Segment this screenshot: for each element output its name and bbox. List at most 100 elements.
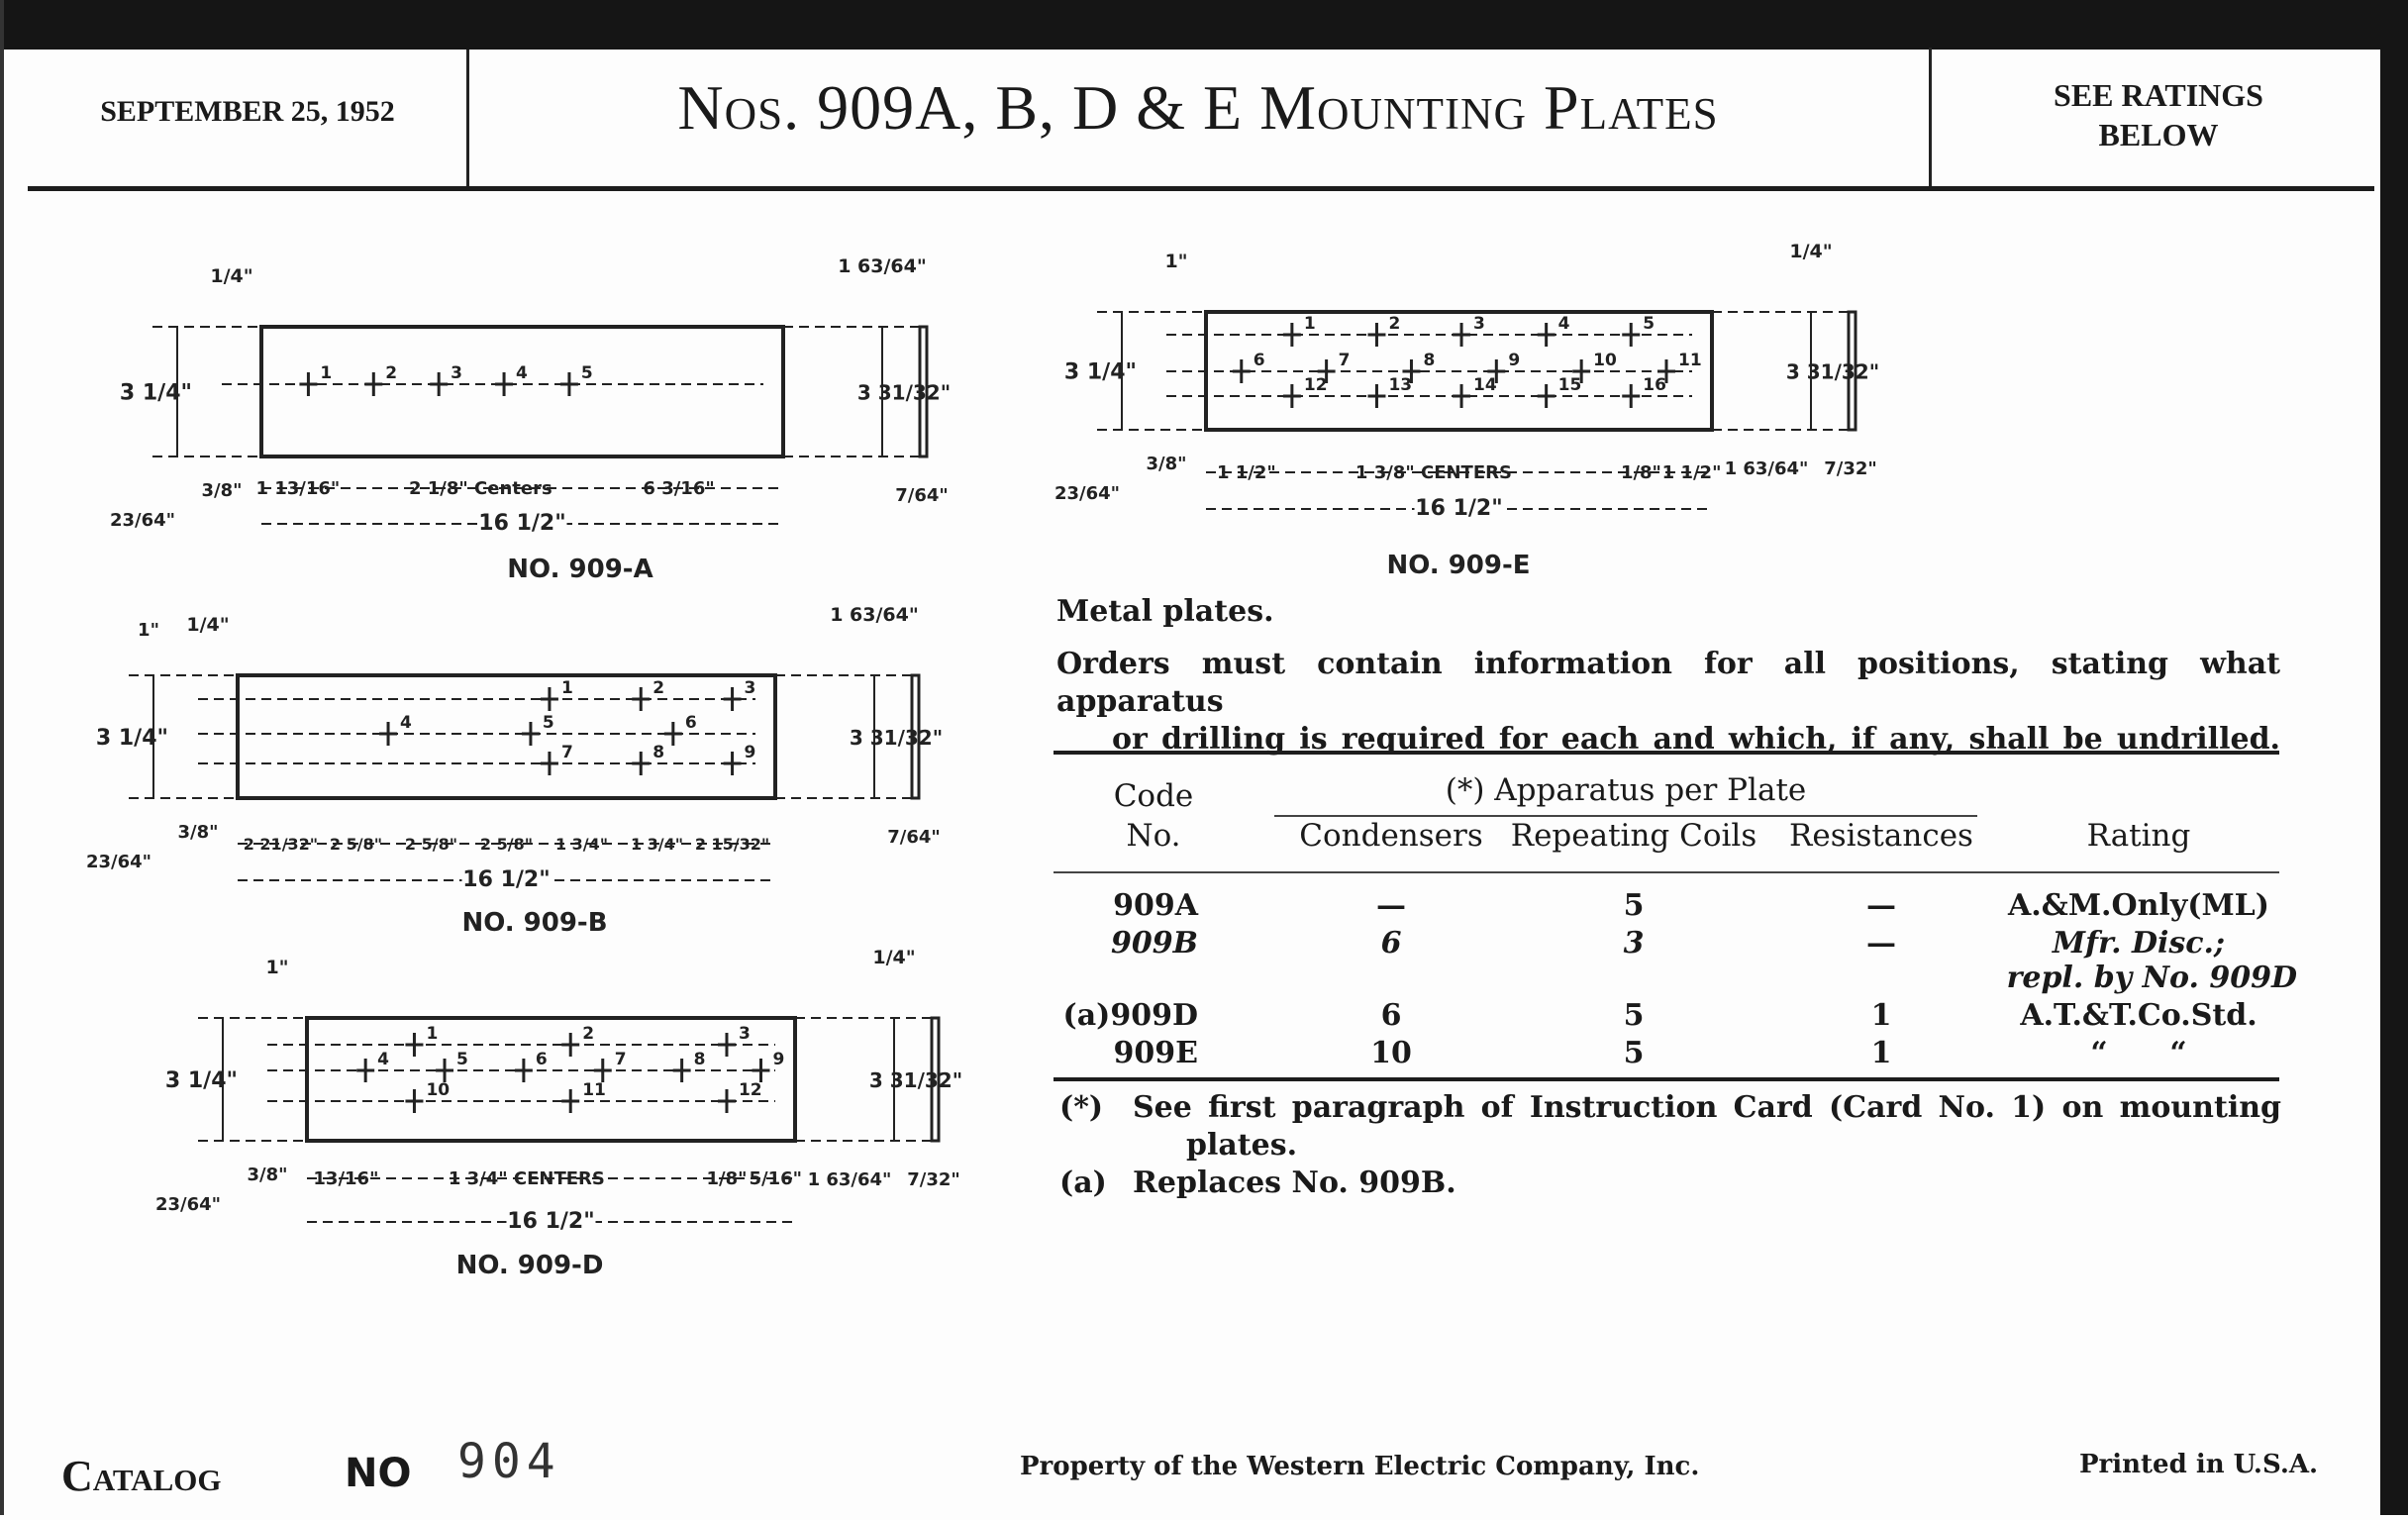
cell-condensers: — [1376, 888, 1406, 923]
dimension-right-height: 3 31/32" [850, 726, 943, 750]
hole-number: 5 [456, 1050, 468, 1069]
dimension-top-left: 1/4" [186, 614, 229, 636]
ratings-note: SEE RATINGS BELOW [1941, 75, 2376, 154]
header-condensers: Condensers [1299, 818, 1483, 854]
drawing-caption: NO. 909-A [507, 555, 652, 584]
dimension-extra: 1 63/64" [1725, 458, 1809, 479]
dimension-extra: 1 63/64" [808, 1169, 892, 1190]
table-top-rule [1054, 751, 2279, 755]
cell-repeating-coils: 5 [1623, 998, 1645, 1033]
dimension-top-left: 1/4" [210, 265, 252, 287]
dimension-overall: 16 1/2" [507, 1209, 594, 1234]
hole-number: 4 [377, 1050, 389, 1069]
hole-number: 3 [451, 363, 462, 383]
dimension-thickness: 7/64" [887, 827, 941, 848]
dimension-right-height: 3 31/32" [857, 381, 951, 405]
hole-number: 9 [772, 1050, 784, 1069]
dimension-right-height: 3 31/32" [869, 1068, 962, 1092]
overall-label-bg [506, 1202, 596, 1232]
hole-number: 8 [1423, 351, 1435, 370]
cell-repeating-coils: 5 [1623, 1036, 1645, 1070]
note-star-line1: See first paragraph of Instruction Card … [1133, 1090, 2281, 1125]
cell-resistances: 1 [1870, 998, 1892, 1033]
property-notice: Property of the Western Electric Company… [1020, 1452, 1700, 1481]
hole-number: 7 [561, 743, 573, 762]
end-view [1847, 310, 1857, 432]
dimension-left-bottom: 23/64" [86, 852, 151, 872]
hole-number: 1 [320, 363, 332, 383]
dimension-right-top: 1/4" [872, 947, 915, 968]
cell-rating-line2: repl. by No. 909D [2006, 961, 2297, 995]
hole-number: 5 [543, 713, 554, 733]
orders-paragraph: Orders must contain information for all … [1056, 646, 2280, 759]
dimension-left-offset: 3/8" [247, 1165, 287, 1185]
dimension-thickness: 7/64" [895, 485, 949, 506]
cell-condensers: 6 [1380, 926, 1402, 961]
dimension-bottom: 2 5/8" [330, 835, 382, 854]
ratings-note-line2: BELOW [2098, 117, 2219, 152]
hole-number: 2 [385, 363, 397, 383]
drawing-no-909-b: 1 2 3 4 5 6 7 8 9 3 1/4" 1/4" 3 31/32" 1 63/64" 7/64"… [86, 604, 943, 938]
cell-code: 909A [1113, 888, 1198, 923]
dimension-right-top: 1 63/64" [830, 604, 919, 626]
hole-number: 10 [426, 1080, 450, 1100]
cell-code: 909B [1111, 926, 1198, 961]
ratings-note-line1: SEE RATINGS [2054, 77, 2263, 113]
dimension-left-offset: 3/8" [1146, 454, 1186, 474]
dimension-bottom: 13/16" [313, 1168, 378, 1189]
hole-number: 6 [685, 713, 697, 733]
dimension-thickness: 7/32" [907, 1169, 960, 1190]
dimension-left-bottom: 23/64" [110, 510, 175, 531]
header-rule [28, 186, 2374, 191]
dimension-left-bottom: 23/64" [1054, 483, 1120, 504]
dimension-right-top: 1/4" [1789, 241, 1832, 262]
dimension-bottom: 1 3/4" [631, 835, 683, 854]
hole-number: 11 [582, 1080, 606, 1100]
dimension-left-offset: 3/8" [201, 480, 242, 501]
hole-number: 1 [1304, 314, 1316, 334]
dimension-height: 3 1/4" [120, 381, 192, 406]
hole-number: 16 [1643, 375, 1666, 395]
hole-number: 4 [516, 363, 528, 383]
dimension-bottom: 1 13/16" [255, 478, 340, 499]
dimension-thickness: 7/32" [1824, 458, 1877, 479]
cell-rating: A.T.&T.Co.Std. [2020, 998, 2258, 1033]
drawing-caption: NO. 909-D [456, 1251, 604, 1280]
dimension-bottom: 2 1/8" Centers [409, 478, 552, 499]
dimension-bottom: 2 5/8" [480, 835, 533, 854]
note-a-mark: (a) [1059, 1165, 1107, 1200]
dimension-bottom: 1 1/2" [1217, 462, 1276, 483]
dimension-bottom: 2 15/32" [695, 835, 769, 854]
dimension-bottom: 6 3/16" [643, 478, 714, 499]
hole-number: 4 [400, 713, 412, 733]
overall-label-bg [1414, 489, 1504, 519]
catalog-label: Catalog [61, 1452, 222, 1500]
overall-label-bg [461, 861, 552, 890]
dimension-overall: 16 1/2" [1415, 496, 1502, 521]
dimension-height: 3 1/4" [96, 726, 168, 751]
page-title: Nos. 909A, B, D & E Mounting Plates [677, 72, 1719, 143]
dimension-height: 3 1/4" [165, 1068, 238, 1093]
hole-number: 12 [739, 1080, 762, 1100]
dimension-bottom: 1/8" [706, 1168, 747, 1189]
dimension-top-left: 1" [265, 957, 288, 978]
drawing-caption: NO. 909-B [461, 908, 607, 938]
hole-number: 1 [561, 678, 573, 698]
end-view [918, 325, 929, 458]
hole-number: 7 [615, 1050, 627, 1069]
hole-number: 5 [581, 363, 593, 383]
scan-border-right [2380, 0, 2408, 1515]
hole-number: 6 [1254, 351, 1265, 370]
header-repeating-coils: Repeating Coils [1510, 818, 1757, 854]
orders-line-1: Orders must contain information for all … [1056, 647, 2280, 719]
cell-code: 909E [1113, 1036, 1199, 1070]
metal-plates-text: Metal plates. [1056, 594, 1274, 629]
overall-label-bg [477, 504, 567, 534]
hole-number: 1 [426, 1024, 438, 1044]
dimension-top-left: 1" [1164, 251, 1187, 272]
cell-rating: A.&M.Only(ML) [2008, 888, 2269, 923]
header-code-line2: No. [1126, 818, 1181, 854]
dimension-bottom: 2 21/32" [244, 835, 318, 854]
note-star-line2: plates. [1186, 1128, 1298, 1163]
